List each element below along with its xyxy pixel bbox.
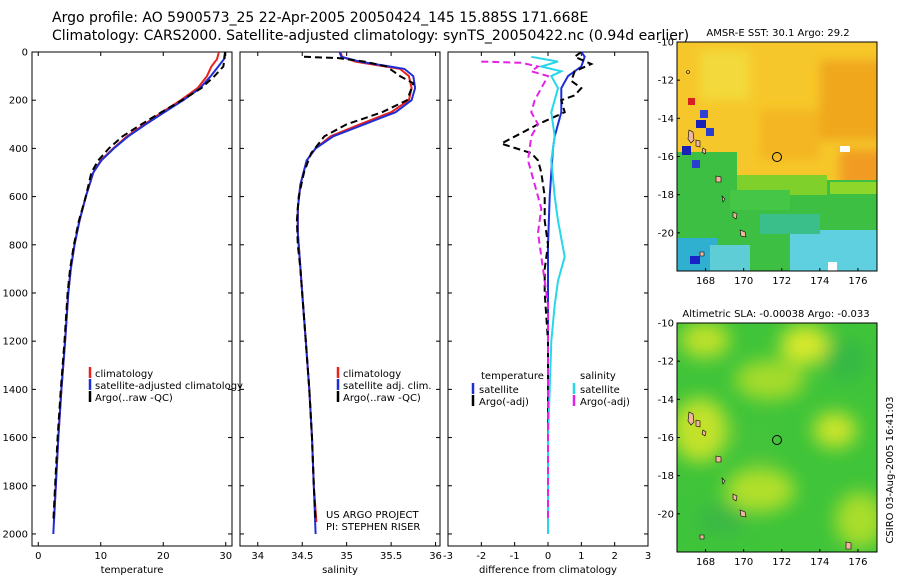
- map-ytick-label: -14: [658, 395, 674, 406]
- sst-map-title: AMSR-E SST: 30.1 Argo: 29.2: [706, 28, 849, 39]
- map-ytick-label: -16: [658, 152, 674, 163]
- difference-series-3: [481, 60, 550, 522]
- map-xtick-label: 170: [734, 557, 753, 568]
- salinity-xtick-label: 34.5: [291, 551, 313, 562]
- plot-title-line2: Climatology: CARS2000. Satellite-adjuste…: [52, 28, 690, 44]
- depth-tick-label: 400: [9, 144, 28, 155]
- map-ytick-label: -14: [658, 114, 674, 125]
- temperature-xlabel: temperature: [101, 565, 164, 576]
- map-xtick-label: 172: [772, 557, 791, 568]
- depth-tick-label: 1800: [3, 481, 28, 492]
- temperature-panel: 0 10 20 30 temperature 0 200 400 600 800 1000 1200 1…: [3, 48, 243, 577]
- difference-xtick-label: 3: [645, 551, 651, 562]
- map-ytick-label: -18: [658, 190, 674, 201]
- difference-xtick-label: -2: [476, 551, 486, 562]
- salinity-xtick-label: 34: [251, 551, 264, 562]
- legend-label: Argo(-adj): [479, 397, 529, 408]
- difference-xtick-label: -3: [443, 551, 453, 562]
- temperature-xtick-label: 20: [157, 551, 170, 562]
- legend-label: satellite: [580, 385, 620, 396]
- salinity-panel: 34 34.5 35 35.5 36 salinity climatologysatelli…: [239, 51, 442, 576]
- difference-xtick-label: 2: [611, 551, 617, 562]
- temperature-legend-label: satellite-adjusted climatology: [95, 381, 243, 392]
- legend-label: satellite: [479, 385, 519, 396]
- salinity-frame: [239, 51, 441, 547]
- temperature-xtick-label: 30: [219, 551, 232, 562]
- map-xtick-label: 174: [810, 557, 829, 568]
- map-xtick-label: 168: [696, 276, 715, 287]
- temperature-series-1: [52, 51, 227, 535]
- project-label: US ARGO PROJECT: [326, 510, 420, 521]
- salinity-xtick-label: 35.5: [380, 551, 402, 562]
- temperature-series-0: [52, 51, 220, 522]
- map-xtick-label: 176: [848, 557, 867, 568]
- map-ytick-label: -10: [658, 38, 674, 49]
- difference-xlabel: difference from climatology: [479, 565, 617, 576]
- depth-tick-label: 1200: [3, 337, 28, 348]
- difference-panel: -3 -2 -1 0 1 2 3 difference from climatology tem…: [443, 51, 651, 576]
- temperature-legend-label: Argo(..raw -QC): [95, 393, 173, 404]
- depth-tick-label: 200: [9, 96, 28, 107]
- depth-tick-label: 0: [22, 48, 28, 59]
- salinity-xtick-label: 35: [340, 551, 353, 562]
- legend-temperature-title: temperature: [481, 371, 544, 382]
- difference-series-1: [498, 51, 594, 522]
- salinity-xtick-label: 36: [429, 551, 442, 562]
- depth-tick-label: 1000: [3, 288, 28, 299]
- salinity-legend-label: satellite adj. clim.: [343, 381, 432, 392]
- map-xtick-label: 172: [772, 276, 791, 287]
- salinity-series-1: [296, 51, 417, 535]
- map-xtick-label: 168: [696, 557, 715, 568]
- legend-label: Argo(-adj): [580, 397, 630, 408]
- temperature-xtick-label: 0: [35, 551, 41, 562]
- timestamp-label: CSIRO 03-Aug-2005 16:41:03: [885, 396, 896, 543]
- sla-map-title: Altimetric SLA: -0.00038 Argo: -0.033: [682, 309, 869, 320]
- depth-tick-label: 1400: [3, 385, 28, 396]
- temperature-frame: [31, 51, 233, 547]
- map-ytick-label: -16: [658, 433, 674, 444]
- temperature-series-2: [52, 51, 227, 522]
- difference-xtick-label: 1: [578, 551, 584, 562]
- legend-salinity-title: salinity: [580, 371, 616, 382]
- map-ytick-label: -18: [658, 471, 674, 482]
- difference-series-2: [531, 55, 566, 534]
- salinity-series-2: [295, 55, 415, 522]
- salinity-legend-label: Argo(..raw -QC): [343, 393, 421, 404]
- depth-tick-label: 1600: [3, 433, 28, 444]
- depth-tick-label: 600: [9, 192, 28, 203]
- map-xtick-label: 170: [734, 276, 753, 287]
- salinity-legend-label: climatology: [343, 369, 401, 380]
- map-xtick-label: 174: [810, 276, 829, 287]
- map-ytick-label: -12: [658, 357, 674, 368]
- salinity-xlabel: salinity: [322, 565, 358, 576]
- sst-map: AMSR-E SST: 30.1 Argo: 29.2 168 170 172 174…: [658, 28, 878, 287]
- map-ytick-label: -20: [658, 228, 674, 239]
- map-xtick-label: 176: [848, 276, 867, 287]
- map-ytick-label: -10: [658, 319, 674, 330]
- difference-xtick-label: -1: [510, 551, 520, 562]
- temperature-xtick-label: 10: [94, 551, 107, 562]
- difference-xtick-label: 0: [545, 551, 551, 562]
- argo-position-marker: [772, 152, 782, 162]
- sla-map: Altimetric SLA: -0.00038 Argo: -0.033 16…: [658, 309, 878, 568]
- argo-position-marker: [772, 435, 782, 445]
- depth-tick-label: 2000: [3, 529, 28, 540]
- plot-title-line1: Argo profile: AO 5900573_25 22-Apr-2005 …: [52, 10, 589, 26]
- map-ytick-label: -12: [658, 76, 674, 87]
- map-ytick-label: -20: [658, 509, 674, 520]
- pi-label: PI: STEPHEN RISER: [326, 522, 420, 533]
- temperature-legend-label: climatology: [95, 369, 153, 380]
- depth-tick-label: 800: [9, 240, 28, 251]
